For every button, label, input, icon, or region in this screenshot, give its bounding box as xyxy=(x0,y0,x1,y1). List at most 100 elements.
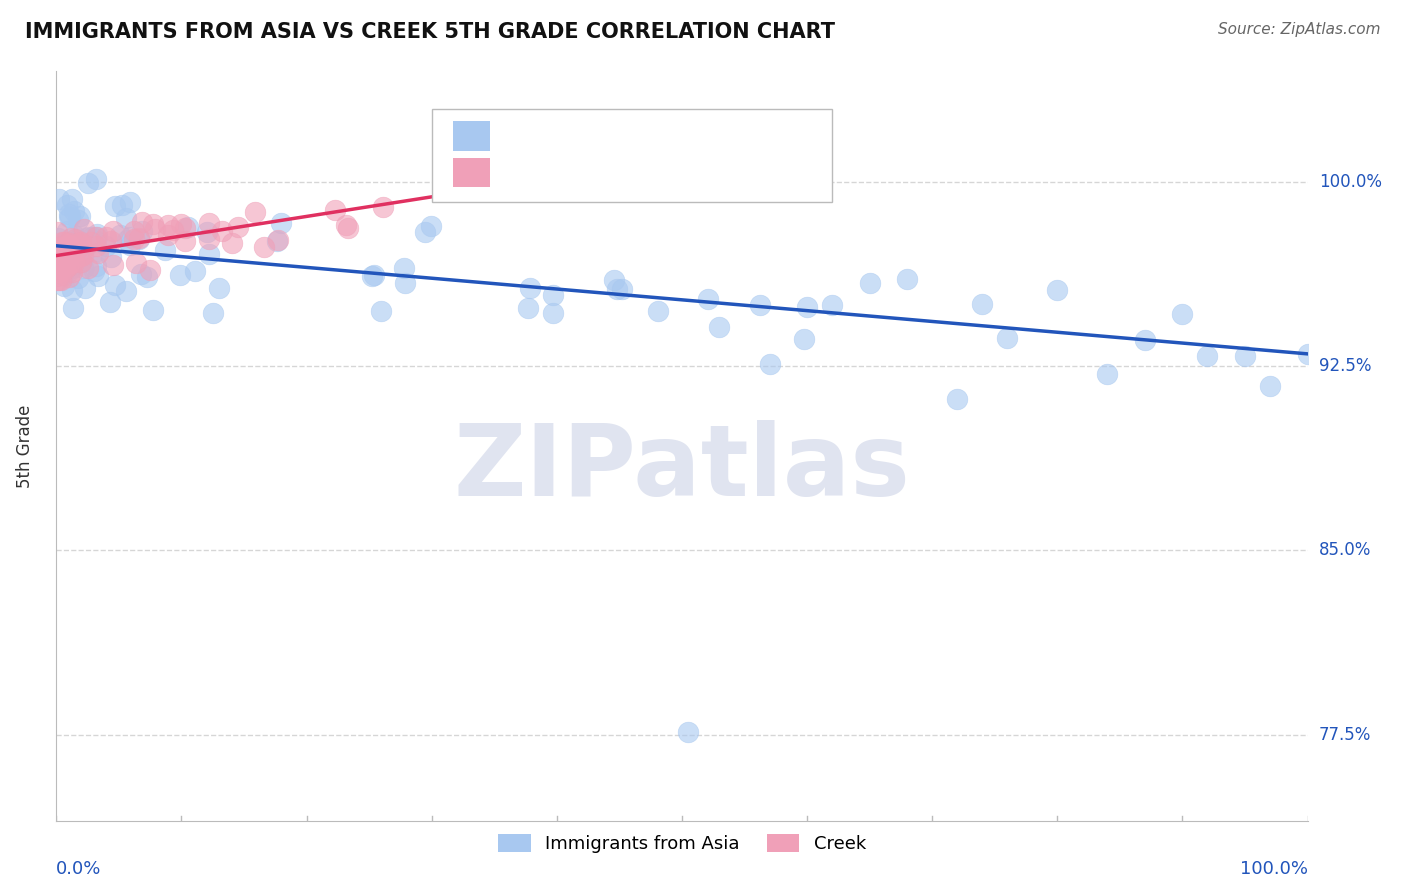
Point xyxy=(120,194,142,209)
Point xyxy=(139,262,162,277)
Point xyxy=(363,268,385,282)
Point xyxy=(100,250,122,264)
Point xyxy=(62,244,84,259)
Point xyxy=(48,240,70,254)
Point xyxy=(122,224,145,238)
Point xyxy=(84,235,107,249)
Point xyxy=(543,288,565,302)
Point xyxy=(101,224,124,238)
Point xyxy=(53,235,76,250)
Point xyxy=(86,246,108,260)
Point xyxy=(676,725,699,739)
Point xyxy=(53,279,76,293)
Text: N = 113: N = 113 xyxy=(676,126,755,144)
Point xyxy=(46,245,69,260)
Point xyxy=(125,256,148,270)
Point xyxy=(709,319,731,334)
Text: N = 80: N = 80 xyxy=(676,162,744,181)
Point xyxy=(86,260,108,274)
Point xyxy=(76,260,98,275)
Point xyxy=(612,282,634,296)
Point xyxy=(86,230,108,244)
Point xyxy=(697,293,720,307)
Point xyxy=(53,262,76,277)
Point xyxy=(82,230,104,244)
Point xyxy=(115,284,138,298)
Point xyxy=(157,227,180,242)
Text: 85.0%: 85.0% xyxy=(1319,541,1371,559)
Text: 100.0%: 100.0% xyxy=(1319,173,1382,191)
Point xyxy=(51,256,73,270)
Point xyxy=(156,219,179,233)
Point xyxy=(86,238,108,252)
Point xyxy=(75,238,97,252)
Point xyxy=(51,235,73,249)
Point xyxy=(1171,307,1194,321)
Point xyxy=(76,229,98,244)
Point xyxy=(80,235,103,249)
Point xyxy=(73,222,96,236)
Point xyxy=(63,258,86,272)
Point xyxy=(128,232,150,246)
Point xyxy=(211,224,233,238)
Point xyxy=(62,242,84,256)
Point xyxy=(70,254,93,268)
Point xyxy=(361,268,384,283)
Point xyxy=(1234,349,1257,363)
Point xyxy=(72,248,94,262)
Point xyxy=(519,281,541,295)
Text: 5th Grade: 5th Grade xyxy=(15,404,34,488)
Point xyxy=(69,209,91,223)
Point xyxy=(69,252,91,267)
Point xyxy=(70,249,93,263)
Point xyxy=(62,254,84,268)
Point xyxy=(143,222,166,236)
Point xyxy=(541,306,564,320)
Point xyxy=(131,224,153,238)
Point xyxy=(114,211,136,225)
Point xyxy=(48,193,70,207)
Point xyxy=(58,207,80,221)
Point xyxy=(184,264,207,278)
Point xyxy=(60,261,83,276)
Point xyxy=(58,210,80,224)
Point xyxy=(51,258,73,272)
Point xyxy=(46,231,69,245)
Point xyxy=(60,284,83,298)
Point xyxy=(56,238,79,252)
Point xyxy=(76,176,98,190)
Text: 100.0%: 100.0% xyxy=(1240,860,1308,878)
Text: ZIPatlas: ZIPatlas xyxy=(454,420,910,517)
Point xyxy=(603,273,626,287)
Point xyxy=(63,204,86,219)
Point xyxy=(972,296,994,310)
Point xyxy=(323,203,346,218)
Point xyxy=(60,265,83,279)
Text: 77.5%: 77.5% xyxy=(1319,726,1371,744)
Point xyxy=(104,199,127,213)
Text: 0.0%: 0.0% xyxy=(56,860,101,878)
Point xyxy=(67,236,90,251)
Point xyxy=(101,258,124,272)
Point xyxy=(174,235,197,249)
Point xyxy=(221,236,243,251)
Point xyxy=(86,244,108,258)
Point xyxy=(58,235,80,250)
Point xyxy=(606,282,628,296)
Point xyxy=(65,244,87,259)
Point xyxy=(394,276,416,290)
Point xyxy=(858,277,880,291)
Point xyxy=(70,235,93,250)
Point xyxy=(100,234,122,248)
Text: R =: R = xyxy=(503,162,541,181)
Point xyxy=(46,261,69,276)
Point xyxy=(55,239,77,253)
Legend: Immigrants from Asia, Creek: Immigrants from Asia, Creek xyxy=(491,827,873,860)
Point xyxy=(59,210,82,224)
Point xyxy=(392,260,415,275)
Point xyxy=(118,230,141,244)
Point xyxy=(62,301,84,315)
Point xyxy=(58,265,80,279)
Point xyxy=(245,204,267,219)
Point xyxy=(56,247,79,261)
